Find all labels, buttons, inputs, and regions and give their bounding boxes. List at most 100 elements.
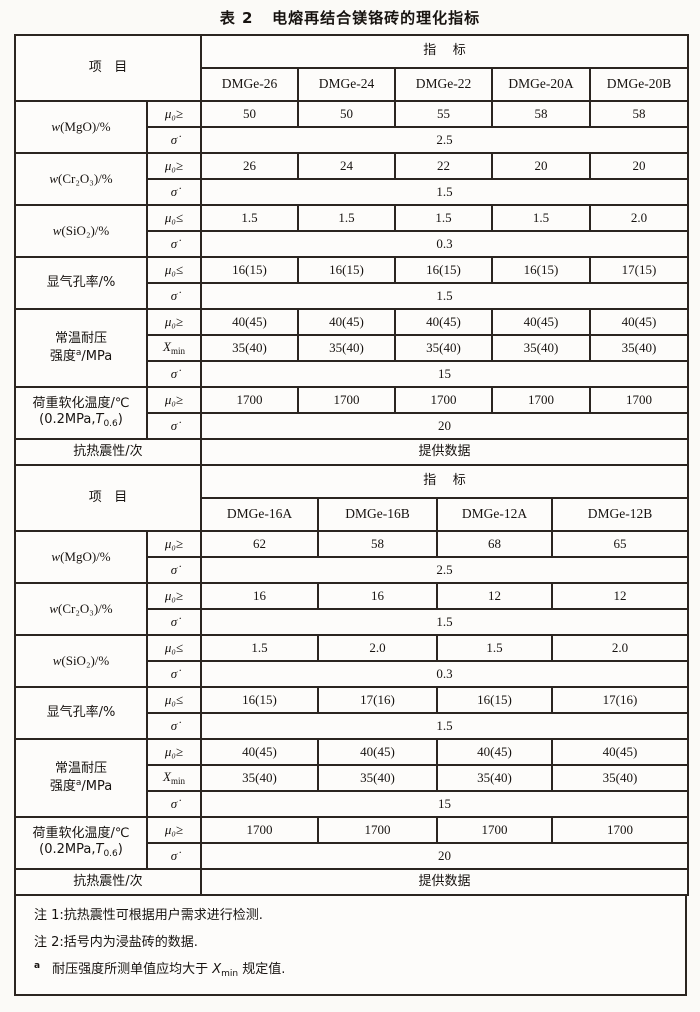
- sigma-symbol: σ̇: [170, 235, 178, 251]
- row-label-text: w: [49, 600, 59, 616]
- row-label-mgo: w(MgO)/%: [14, 530, 148, 584]
- grade-header: DMGe-20B: [588, 67, 690, 102]
- table-row-thermal-shock: 抗热震性/次 提供数据: [14, 868, 690, 896]
- mu-symbol: μ₀: [164, 587, 176, 603]
- value-cell: 1.5: [200, 634, 319, 662]
- ge-symbol: ≥: [175, 743, 184, 759]
- value-cell: 22: [394, 152, 493, 180]
- row-label-thermal-shock: 抗热震性/次: [14, 868, 202, 896]
- stat-symbol-cell: σ̇: [146, 126, 202, 154]
- value-cell: 20: [588, 152, 690, 180]
- value-cell: 40(45): [436, 738, 553, 766]
- grade-header: DMGe-20A: [491, 67, 591, 102]
- value-cell: 40(45): [200, 738, 319, 766]
- stat-symbol-cell: Xmin: [146, 334, 202, 362]
- mu-symbol: μ₀: [164, 821, 176, 837]
- value-cell: 58: [317, 530, 438, 558]
- row-label-text: 强度a/MPa: [49, 777, 113, 794]
- row-label-sio2: w(SiO₂)/%: [14, 634, 148, 688]
- value-cell: 17(16): [317, 686, 438, 714]
- sigma-value-cell: 1.5: [199, 712, 690, 740]
- row-label-text: 强度a/MPa: [49, 347, 113, 364]
- row-label-sio2: w(SiO₂)/%: [14, 204, 148, 258]
- sigma-symbol: σ̇: [170, 131, 178, 147]
- table-notes: 注 1:抗热震性可根据用户需求进行检测. 注 2:括号内为浸盐砖的数据. a 耐压…: [14, 894, 687, 997]
- mu-symbol: μ₀: [164, 261, 176, 277]
- value-cell: 62: [200, 530, 319, 558]
- stat-symbol-cell: μ₀≥: [146, 530, 202, 558]
- table-row-sio2-sigma: σ̇ 0.3: [15, 230, 690, 258]
- grade-header: DMGe-26: [200, 67, 299, 102]
- sigma-symbol: σ̇: [170, 417, 178, 433]
- stat-symbol-cell: σ̇: [146, 790, 202, 818]
- table-row-ccs-xmin: Xmin 35(40) 35(40) 35(40) 35(40) 35(40): [15, 334, 690, 362]
- value-cell: 16(15): [200, 686, 319, 714]
- value-cell: 16: [200, 582, 319, 610]
- ge-symbol: ≥: [175, 821, 184, 837]
- note-a: a 耐压强度所测单值应均大于 Xmin 规定值.: [34, 960, 675, 982]
- value-cell: 2.0: [588, 204, 690, 232]
- stat-symbol-cell: σ̇: [146, 178, 202, 206]
- sigma-symbol: σ̇: [170, 665, 178, 681]
- mu-symbol: μ₀: [164, 209, 176, 225]
- row-label-text: (0.2MPa,T0.6): [39, 842, 123, 859]
- table-row-sio2: w(SiO₂)/% μ₀≤ 1.5 1.5 1.5 1.5 2.0: [14, 204, 690, 258]
- sigma-value-cell: 0.3: [199, 660, 690, 688]
- sigma-value-cell: 1.5: [199, 282, 690, 310]
- value-cell: 1700: [491, 386, 591, 414]
- value-cell: 55: [394, 100, 493, 128]
- ge-symbol: ≥: [175, 313, 184, 329]
- spec-table-section-2: 项 目 指 标 DMGe-16A DMGe-16B DMGe-12A DMGe-…: [14, 464, 690, 896]
- row-label-rul: 荷重软化温度/℃ (0.2MPa,T0.6): [14, 816, 148, 870]
- value-cell: 16(15): [436, 686, 553, 714]
- value-cell: 1700: [317, 816, 438, 844]
- value-cell: 40(45): [588, 308, 690, 336]
- table-row-rul: 荷重软化温度/℃ (0.2MPa,T0.6) μ₀≥ 1700 1700 170…: [14, 816, 690, 870]
- mu-symbol: μ₀: [164, 639, 176, 655]
- row-label-text: (Cr₂O₃)/%: [58, 170, 113, 186]
- stat-symbol-cell: σ̇: [146, 360, 202, 388]
- value-cell: 35(40): [394, 334, 493, 362]
- value-cell: 16(15): [297, 256, 396, 284]
- value-cell: 16(15): [491, 256, 591, 284]
- value-cell: 35(40): [588, 334, 690, 362]
- stat-symbol-cell: μ₀≥: [146, 386, 202, 414]
- table-row-ccs-sigma: σ̇ 15: [15, 360, 690, 388]
- stat-symbol-cell: σ̇: [146, 282, 202, 310]
- value-cell: 50: [297, 100, 396, 128]
- value-cell: 40(45): [394, 308, 493, 336]
- mu-symbol: μ₀: [164, 313, 176, 329]
- item-header: 项 目: [14, 464, 202, 532]
- table-row-mgo: w(MgO)/% μ₀≥ 62 58 68 65: [14, 530, 690, 584]
- ge-symbol: ≥: [175, 157, 184, 173]
- stat-symbol-cell: μ₀≥: [146, 738, 202, 766]
- grade-header: DMGe-16B: [317, 497, 438, 532]
- value-cell: 35(40): [317, 764, 438, 792]
- sigma-symbol: σ̇: [170, 561, 178, 577]
- footnote-marker: a: [75, 347, 82, 358]
- sigma-symbol: σ̇: [170, 847, 178, 863]
- value-cell: 68: [436, 530, 553, 558]
- table-row-cr2o3-sigma: σ̇ 1.5: [15, 178, 690, 206]
- min-subscript: min: [221, 969, 239, 980]
- row-label-text: w: [52, 652, 62, 668]
- row-label-text: 荷重软化温度/℃: [32, 395, 130, 411]
- ge-symbol: ≥: [175, 391, 184, 407]
- table-row-cr2o3: w(Cr₂O₃)/% μ₀≥ 26 24 22 20 20: [14, 152, 690, 206]
- value-cell: 1.5: [200, 204, 299, 232]
- stat-symbol-cell: σ̇: [146, 660, 202, 688]
- note-1: 注 1:抗热震性可根据用户需求进行检测.: [34, 908, 263, 923]
- sigma-symbol: σ̇: [170, 717, 178, 733]
- page-title: 表 2 电熔再结合镁铬砖的理化指标: [219, 9, 481, 27]
- stat-symbol-cell: σ̇: [146, 230, 202, 258]
- mu-symbol: μ₀: [164, 105, 176, 121]
- stat-symbol-cell: μ₀≤: [146, 256, 202, 284]
- value-cell: 17(15): [588, 256, 690, 284]
- table-row-porosity: 显气孔率/% μ₀≤ 16(15) 17(16) 16(15) 17(16): [14, 686, 690, 740]
- row-label-text: 荷重软化温度/℃: [32, 825, 130, 841]
- row-label-text: (MgO)/%: [60, 118, 111, 134]
- stat-symbol-cell: σ̇: [146, 556, 202, 584]
- row-label-text: 常温耐压: [54, 761, 107, 777]
- grade-header: DMGe-12A: [436, 497, 553, 532]
- min-subscript: min: [170, 775, 185, 786]
